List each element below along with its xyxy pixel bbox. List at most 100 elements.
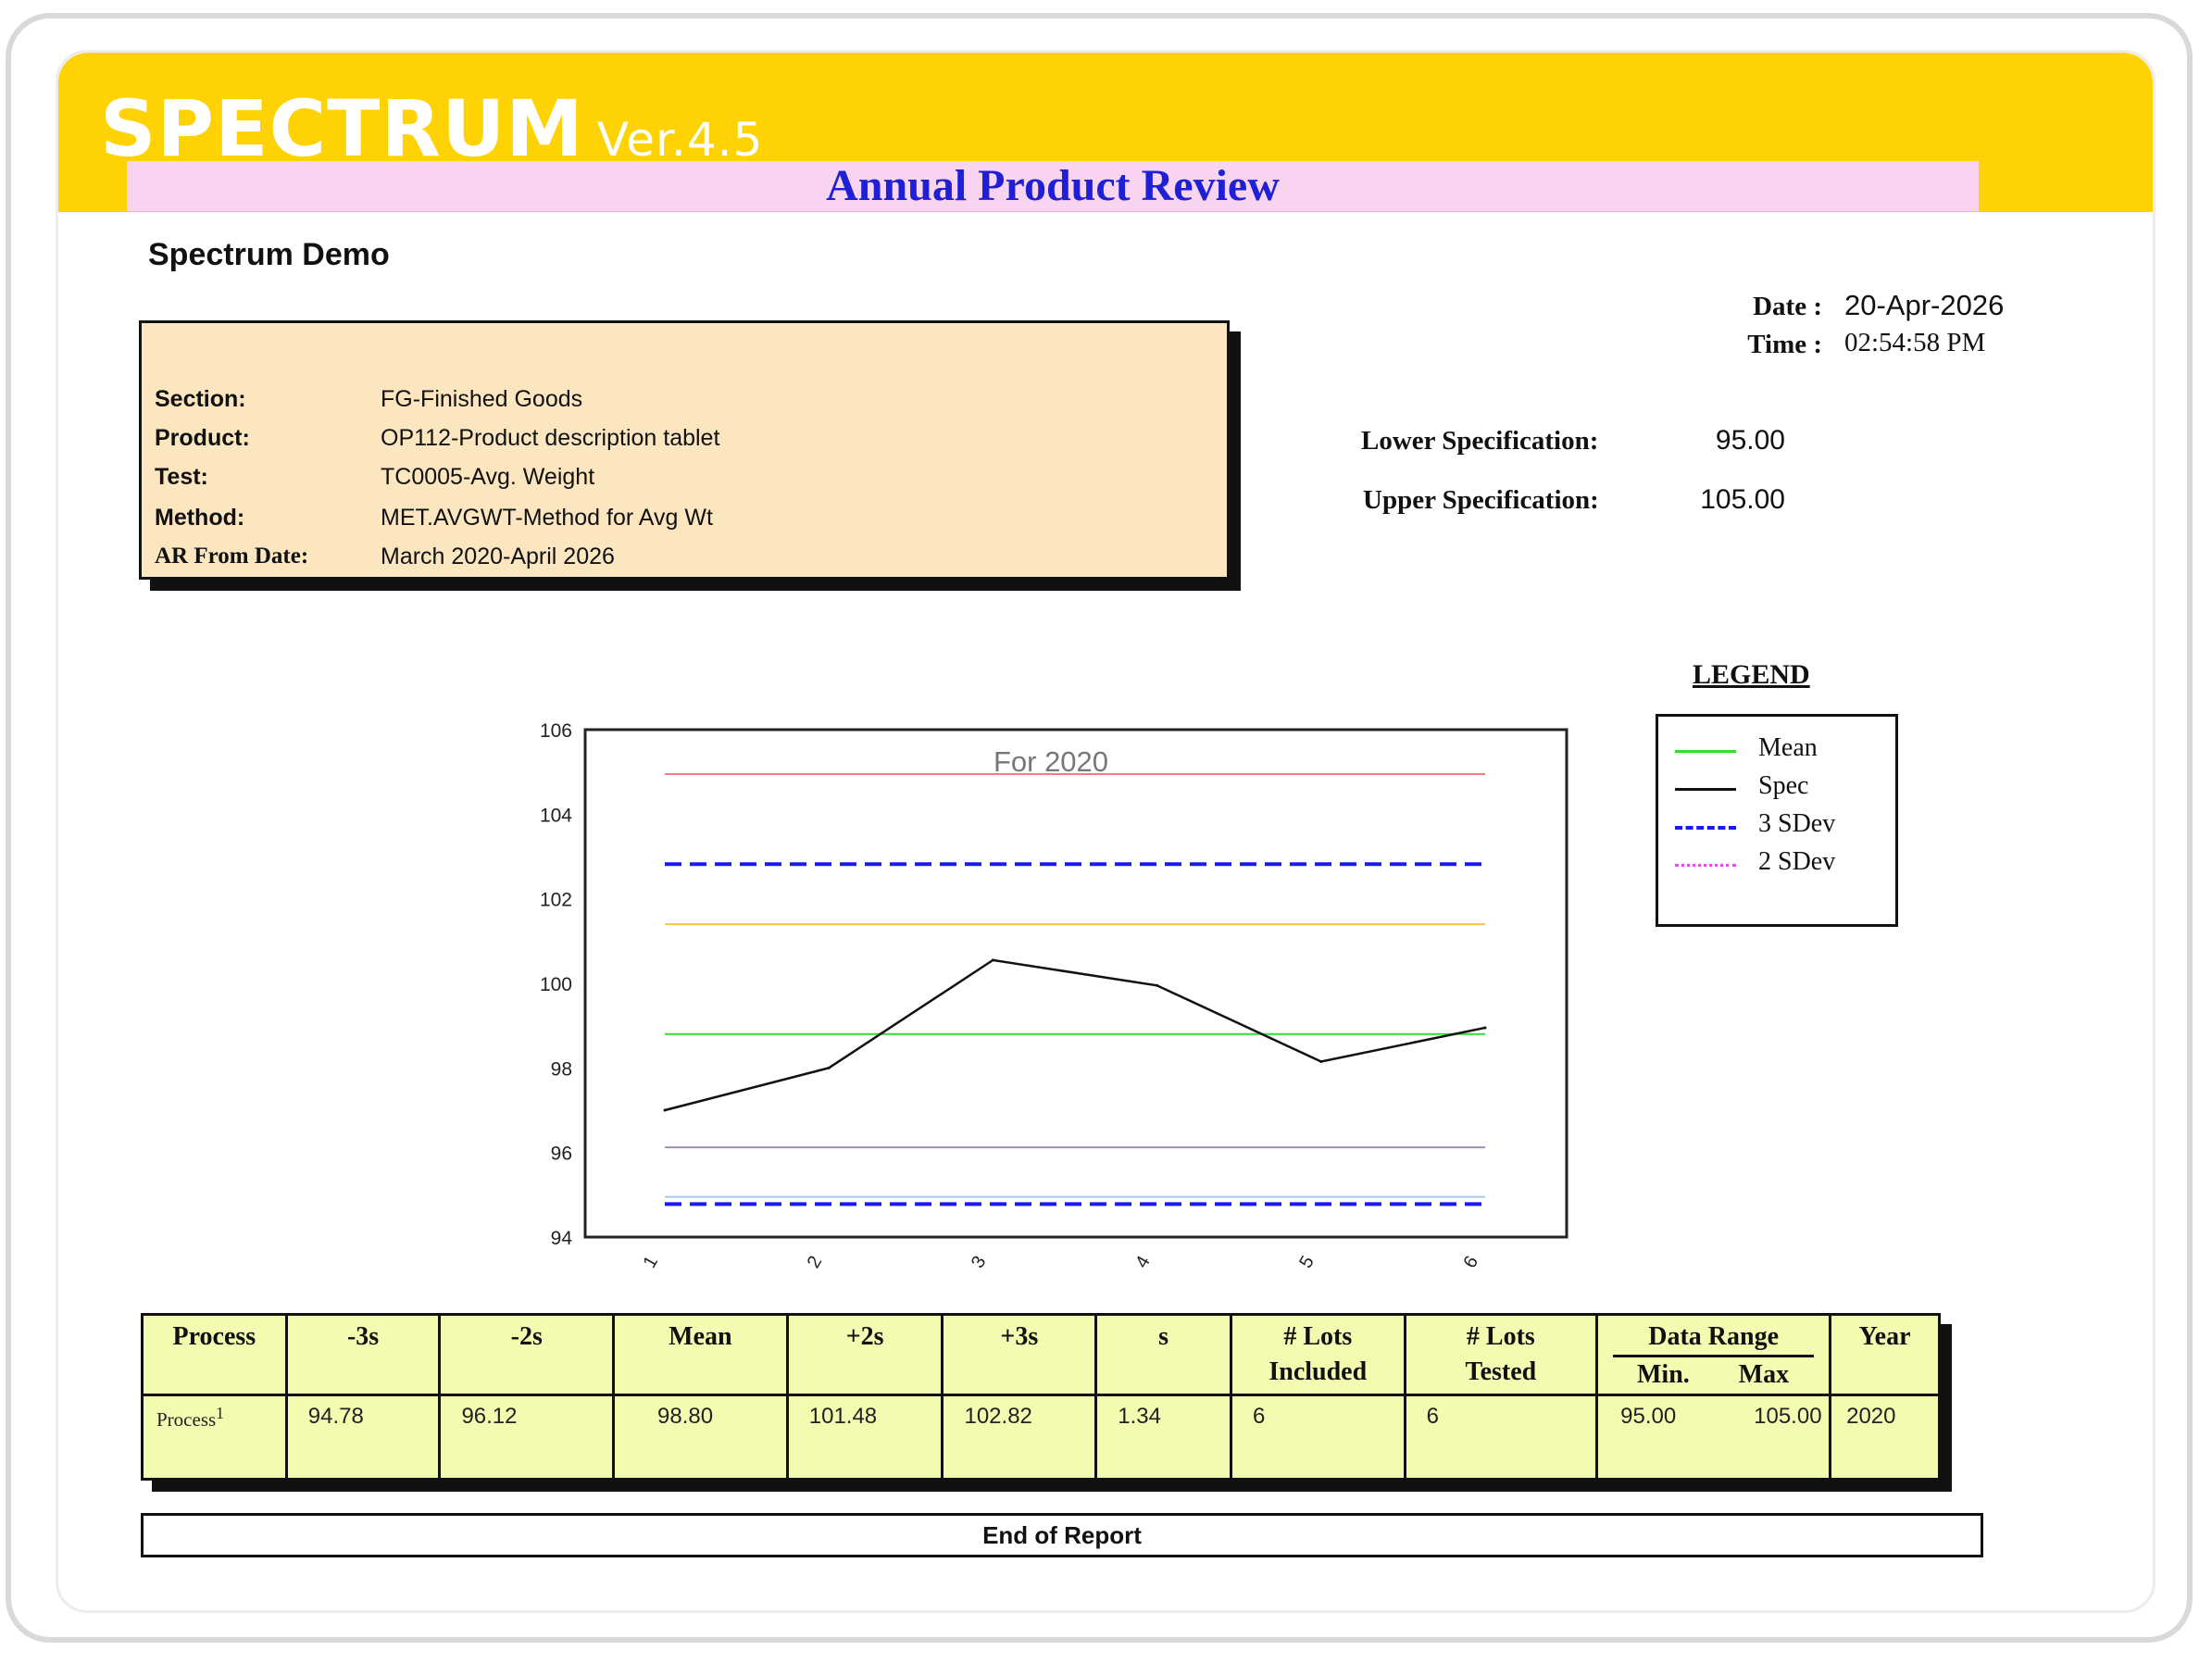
cell-data-range: 95.00 105.00 [1595, 1394, 1832, 1481]
legend-swatch [1675, 788, 1736, 791]
cell-plus-2s: 101.48 [785, 1394, 944, 1481]
cell-plus-3s: 102.82 [941, 1394, 1098, 1481]
cell-s: 1.34 [1094, 1394, 1232, 1481]
header-year: Year [1829, 1313, 1941, 1396]
y-tick-label: 100 [540, 974, 572, 995]
x-axis-ticks: 1 2 3 4 5 6 [639, 1253, 1482, 1272]
info-value: MET.AVGWT-Method for Avg Wt [381, 505, 713, 531]
chart-plot-area [583, 728, 1568, 1239]
info-value: March 2020-April 2026 [381, 544, 615, 569]
chart-title: For 2020 [994, 745, 1108, 778]
header-process: Process [141, 1313, 288, 1396]
data-point [663, 1108, 667, 1112]
legend-label: Spec [1758, 771, 1809, 800]
x-tick-label: 6 [1459, 1253, 1482, 1272]
lower-spec-value: 95.00 [1715, 425, 1785, 456]
time-label: Time : [1747, 330, 1822, 359]
header-mean: Mean [612, 1313, 789, 1396]
header-lots-tested-line2: Tested [1465, 1357, 1537, 1386]
header-plus-3s: +3s [941, 1313, 1098, 1396]
x-tick-label: 1 [639, 1253, 662, 1272]
cell-max: 105.00 [1754, 1404, 1822, 1429]
reference-lines [665, 772, 1485, 1207]
data-point [1156, 983, 1159, 987]
info-value: OP112-Product description tablet [381, 425, 720, 451]
header-lots-included-line1: # Lots [1283, 1322, 1353, 1351]
x-tick-label: 4 [1131, 1253, 1155, 1272]
report-title-bar: Annual Product Review [127, 161, 1979, 211]
info-label: Method: [155, 505, 245, 531]
cell-min: 95.00 [1620, 1404, 1677, 1429]
info-label: Section: [155, 386, 246, 412]
header-lots-tested: # Lots Tested [1403, 1313, 1599, 1396]
date-value: 20-Apr-2026 [1844, 289, 2005, 321]
app-name: SPECTRUM [100, 83, 584, 174]
legend-item-3sdev: 3 SDev [1675, 807, 1888, 844]
header-data-range: Data Range Min. Max [1595, 1313, 1832, 1396]
info-label: AR From Date: [155, 544, 309, 569]
legend-title: LEGEND [1693, 659, 1810, 690]
y-tick-label: 98 [551, 1058, 572, 1080]
header-minus-3s: -3s [284, 1313, 442, 1396]
x-tick-label: 5 [1295, 1253, 1318, 1272]
legend-label: 3 SDev [1758, 809, 1836, 838]
legend-label: Mean [1758, 733, 1818, 762]
upper-spec-value: 105.00 [1700, 484, 1785, 515]
y-tick-label: 94 [551, 1228, 573, 1249]
cell-minus-3s: 94.78 [284, 1394, 442, 1481]
legend-item-mean: Mean [1675, 731, 1888, 769]
data-point [1319, 1059, 1323, 1063]
x-tick-label: 3 [968, 1253, 991, 1272]
table-row: Process1 94.78 96.12 98.80 101.48 102.82… [141, 1394, 1941, 1481]
data-point [991, 958, 994, 962]
legend-label: 2 SDev [1758, 847, 1836, 876]
lower-spec-label: Lower Specification: [1361, 426, 1599, 456]
y-axis-ticks: 94 96 98 100 102 104 106 [540, 720, 572, 1249]
header-s: s [1094, 1313, 1232, 1396]
stats-table: Process -3s -2s Mean +2s +3s s # Lots In… [141, 1313, 1941, 1481]
header-min: Min. [1636, 1360, 1690, 1389]
data-point [1483, 1026, 1487, 1030]
cell-minus-2s: 96.12 [438, 1394, 616, 1481]
legend-item-spec: Spec [1675, 769, 1888, 806]
info-value: FG-Finished Goods [381, 386, 583, 412]
header-plus-2s: +2s [785, 1313, 944, 1396]
time-value: 02:54:58 PM [1844, 328, 1986, 357]
cell-mean: 98.80 [612, 1394, 789, 1481]
data-point [827, 1066, 831, 1069]
cell-year: 2020 [1829, 1394, 1941, 1481]
cell-lots-included: 6 [1229, 1394, 1406, 1481]
stats-header-row: Process -3s -2s Mean +2s +3s s # Lots In… [141, 1313, 1941, 1396]
app-title: SPECTRUM Ver.4.5 [100, 90, 763, 168]
cell-lots-tested: 6 [1403, 1394, 1599, 1481]
company-name: Spectrum Demo [148, 237, 390, 272]
header-data-range-sub: Min. Max [1613, 1355, 1815, 1393]
info-label: Product: [155, 425, 250, 451]
header-lots-tested-line1: # Lots [1466, 1322, 1535, 1351]
header-minus-2s: -2s [438, 1313, 616, 1396]
info-value: TC0005-Avg. Weight [381, 464, 595, 490]
legend-swatch [1675, 826, 1736, 830]
cell-process: Process1 [141, 1394, 288, 1481]
y-tick-label: 102 [540, 890, 572, 911]
header-max: Max [1738, 1360, 1790, 1389]
legend-swatch [1675, 864, 1736, 867]
info-label: Test: [155, 464, 208, 490]
y-tick-label: 104 [540, 805, 572, 826]
report-title: Annual Product Review [826, 161, 1280, 210]
header-lots-included: # Lots Included [1229, 1313, 1406, 1396]
product-info-box: Section: FG-Finished Goods Product: OP11… [139, 320, 1230, 580]
legend-box: Mean Spec 3 SDev 2 SDev [1656, 714, 1898, 927]
legend-item-2sdev: 2 SDev [1675, 845, 1888, 882]
cell-range-values: 95.00 105.00 [1598, 1404, 1829, 1430]
legend-swatch [1675, 750, 1736, 753]
date-label: Date : [1753, 292, 1822, 321]
cell-process-sup: 1 [216, 1404, 224, 1422]
header-lots-included-line2: Included [1268, 1357, 1368, 1386]
cell-process-name: Process [156, 1408, 217, 1431]
series-line-0 [664, 958, 1486, 1112]
end-of-report: End of Report [141, 1513, 1983, 1557]
header-data-range-title: Data Range [1648, 1322, 1779, 1351]
x-tick-label: 2 [804, 1253, 827, 1272]
upper-spec-label: Upper Specification: [1363, 485, 1599, 515]
